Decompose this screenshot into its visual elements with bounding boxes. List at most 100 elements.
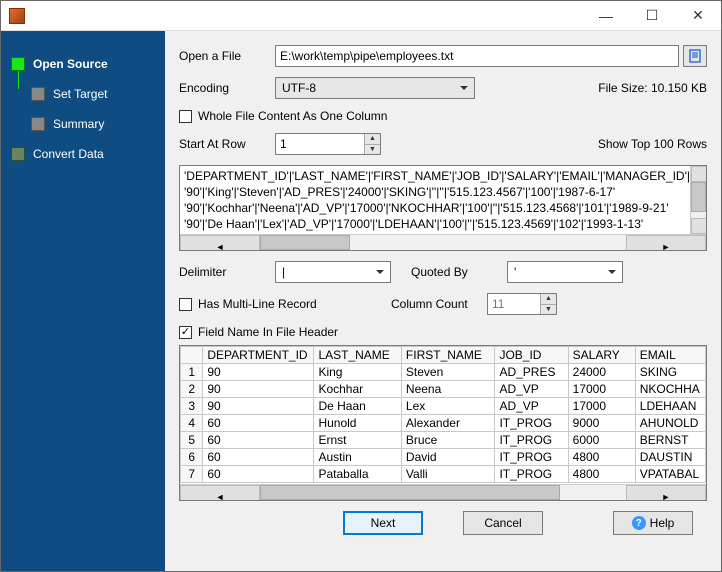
table-cell[interactable]: AD_VP [495,398,568,415]
spinner-down-icon[interactable]: ▼ [365,145,380,155]
help-icon: ? [632,516,646,530]
wizard-sidebar: Open Source Set Target Summary Convert D… [1,31,165,571]
table-cell[interactable]: King [314,364,401,381]
table-cell[interactable]: 24000 [568,364,635,381]
table-row[interactable]: 190KingStevenAD_PRES24000SKING [181,364,706,381]
step-convert-data[interactable]: Convert Data [1,139,165,169]
table-cell[interactable]: 60 [203,449,314,466]
table-cell[interactable]: Kochhar [314,381,401,398]
step-label: Open Source [33,57,108,71]
delimiter-select[interactable]: | [275,261,391,283]
table-cell[interactable]: 17000 [568,398,635,415]
preview-line: 'DEPARTMENT_ID'|'LAST_NAME'|'FIRST_NAME'… [184,168,702,184]
header-checkbox[interactable]: Field Name In File Header [179,325,338,339]
close-button[interactable]: ✕ [675,1,721,31]
table-row[interactable]: 660AustinDavidIT_PROG4800DAUSTIN [181,449,706,466]
table-cell[interactable]: Austin [314,449,401,466]
row-number: 6 [181,449,203,466]
step-summary[interactable]: Summary [1,109,165,139]
encoding-select[interactable]: UTF-8 [275,77,475,99]
minimize-button[interactable]: — [583,1,629,31]
table-cell[interactable]: Neena [401,381,495,398]
table-row[interactable]: 390De HaanLexAD_VP17000LDEHAAN [181,398,706,415]
table-cell[interactable]: David [401,449,495,466]
table-cell[interactable]: IT_PROG [495,432,568,449]
table-row[interactable]: 290KochharNeenaAD_VP17000NKOCHHA [181,381,706,398]
column-header[interactable]: DEPARTMENT_ID [203,347,314,364]
table-cell[interactable]: 60 [203,432,314,449]
table-cell[interactable]: 4800 [568,449,635,466]
column-count-spinner[interactable]: ▲▼ [487,293,557,315]
data-grid[interactable]: DEPARTMENT_ID LAST_NAME FIRST_NAME JOB_I… [179,345,707,501]
column-header[interactable]: SALARY [568,347,635,364]
delimiter-label: Delimiter [179,265,275,279]
preview-hscrollbar[interactable]: ◄► [180,234,706,250]
table-cell[interactable]: LDEHAAN [635,398,705,415]
table-cell[interactable]: Bruce [401,432,495,449]
multiline-checkbox[interactable]: Has Multi-Line Record [179,297,391,311]
table-cell[interactable]: Lex [401,398,495,415]
table-cell[interactable]: SKING [635,364,705,381]
step-label: Convert Data [33,147,104,161]
table-cell[interactable]: De Haan [314,398,401,415]
table-cell[interactable]: 90 [203,398,314,415]
app-icon [9,8,25,24]
table-cell[interactable]: 90 [203,381,314,398]
table-cell[interactable]: DAUSTIN [635,449,705,466]
preview-line: '90'|'King'|'Steven'|'AD_PRES'|'24000'|'… [184,184,702,200]
maximize-button[interactable]: ☐ [629,1,675,31]
next-button[interactable]: Next [343,511,423,535]
help-button[interactable]: ? Help [613,511,693,535]
table-cell[interactable]: Alexander [401,415,495,432]
table-row[interactable]: 460HunoldAlexanderIT_PROG9000AHUNOLD [181,415,706,432]
checkbox-icon [179,110,192,123]
spinner-up-icon[interactable]: ▲ [541,294,556,305]
row-number: 3 [181,398,203,415]
table-cell[interactable]: Pataballa [314,466,401,483]
document-icon [688,49,702,63]
table-cell[interactable]: 9000 [568,415,635,432]
raw-preview[interactable]: 'DEPARTMENT_ID'|'LAST_NAME'|'FIRST_NAME'… [179,165,707,251]
quoted-by-select[interactable]: ' [507,261,623,283]
spinner-up-icon[interactable]: ▲ [365,134,380,145]
table-cell[interactable]: IT_PROG [495,449,568,466]
table-cell[interactable]: AHUNOLD [635,415,705,432]
table-cell[interactable]: AD_PRES [495,364,568,381]
table-row[interactable]: 560ErnstBruceIT_PROG6000BERNST [181,432,706,449]
start-row-spinner[interactable]: ▲▼ [275,133,381,155]
table-cell[interactable]: BERNST [635,432,705,449]
table-cell[interactable]: IT_PROG [495,415,568,432]
table-cell[interactable]: 17000 [568,381,635,398]
preview-vscrollbar[interactable]: ▲▼ [690,166,706,234]
table-cell[interactable]: Steven [401,364,495,381]
step-open-source[interactable]: Open Source [1,49,165,79]
table-cell[interactable]: 90 [203,364,314,381]
step-set-target[interactable]: Set Target [1,79,165,109]
spinner-down-icon[interactable]: ▼ [541,305,556,315]
show-top-label: Show Top 100 Rows [598,137,707,151]
body: Open Source Set Target Summary Convert D… [1,31,721,571]
column-header[interactable]: FIRST_NAME [401,347,495,364]
whole-file-checkbox[interactable]: Whole File Content As One Column [179,109,387,123]
table-cell[interactable]: NKOCHHA [635,381,705,398]
file-path-input[interactable] [275,45,679,67]
table-cell[interactable]: AD_VP [495,381,568,398]
browse-file-button[interactable] [683,45,707,67]
column-header[interactable]: JOB_ID [495,347,568,364]
column-header[interactable]: LAST_NAME [314,347,401,364]
table-cell[interactable]: Ernst [314,432,401,449]
grid-hscrollbar[interactable]: ◄► [180,484,706,500]
table-cell[interactable]: Hunold [314,415,401,432]
cancel-button[interactable]: Cancel [463,511,543,535]
table-cell[interactable]: 6000 [568,432,635,449]
table-cell[interactable]: 60 [203,415,314,432]
table-cell[interactable]: VPATABAL [635,466,705,483]
checkbox-icon [179,298,192,311]
table-cell[interactable]: IT_PROG [495,466,568,483]
table-cell[interactable]: 60 [203,466,314,483]
column-header[interactable]: EMAIL [635,347,705,364]
table-cell[interactable]: Valli [401,466,495,483]
table-row[interactable]: 760PataballaValliIT_PROG4800VPATABAL [181,466,706,483]
table-cell[interactable]: 4800 [568,466,635,483]
quoted-by-label: Quoted By [411,265,507,279]
